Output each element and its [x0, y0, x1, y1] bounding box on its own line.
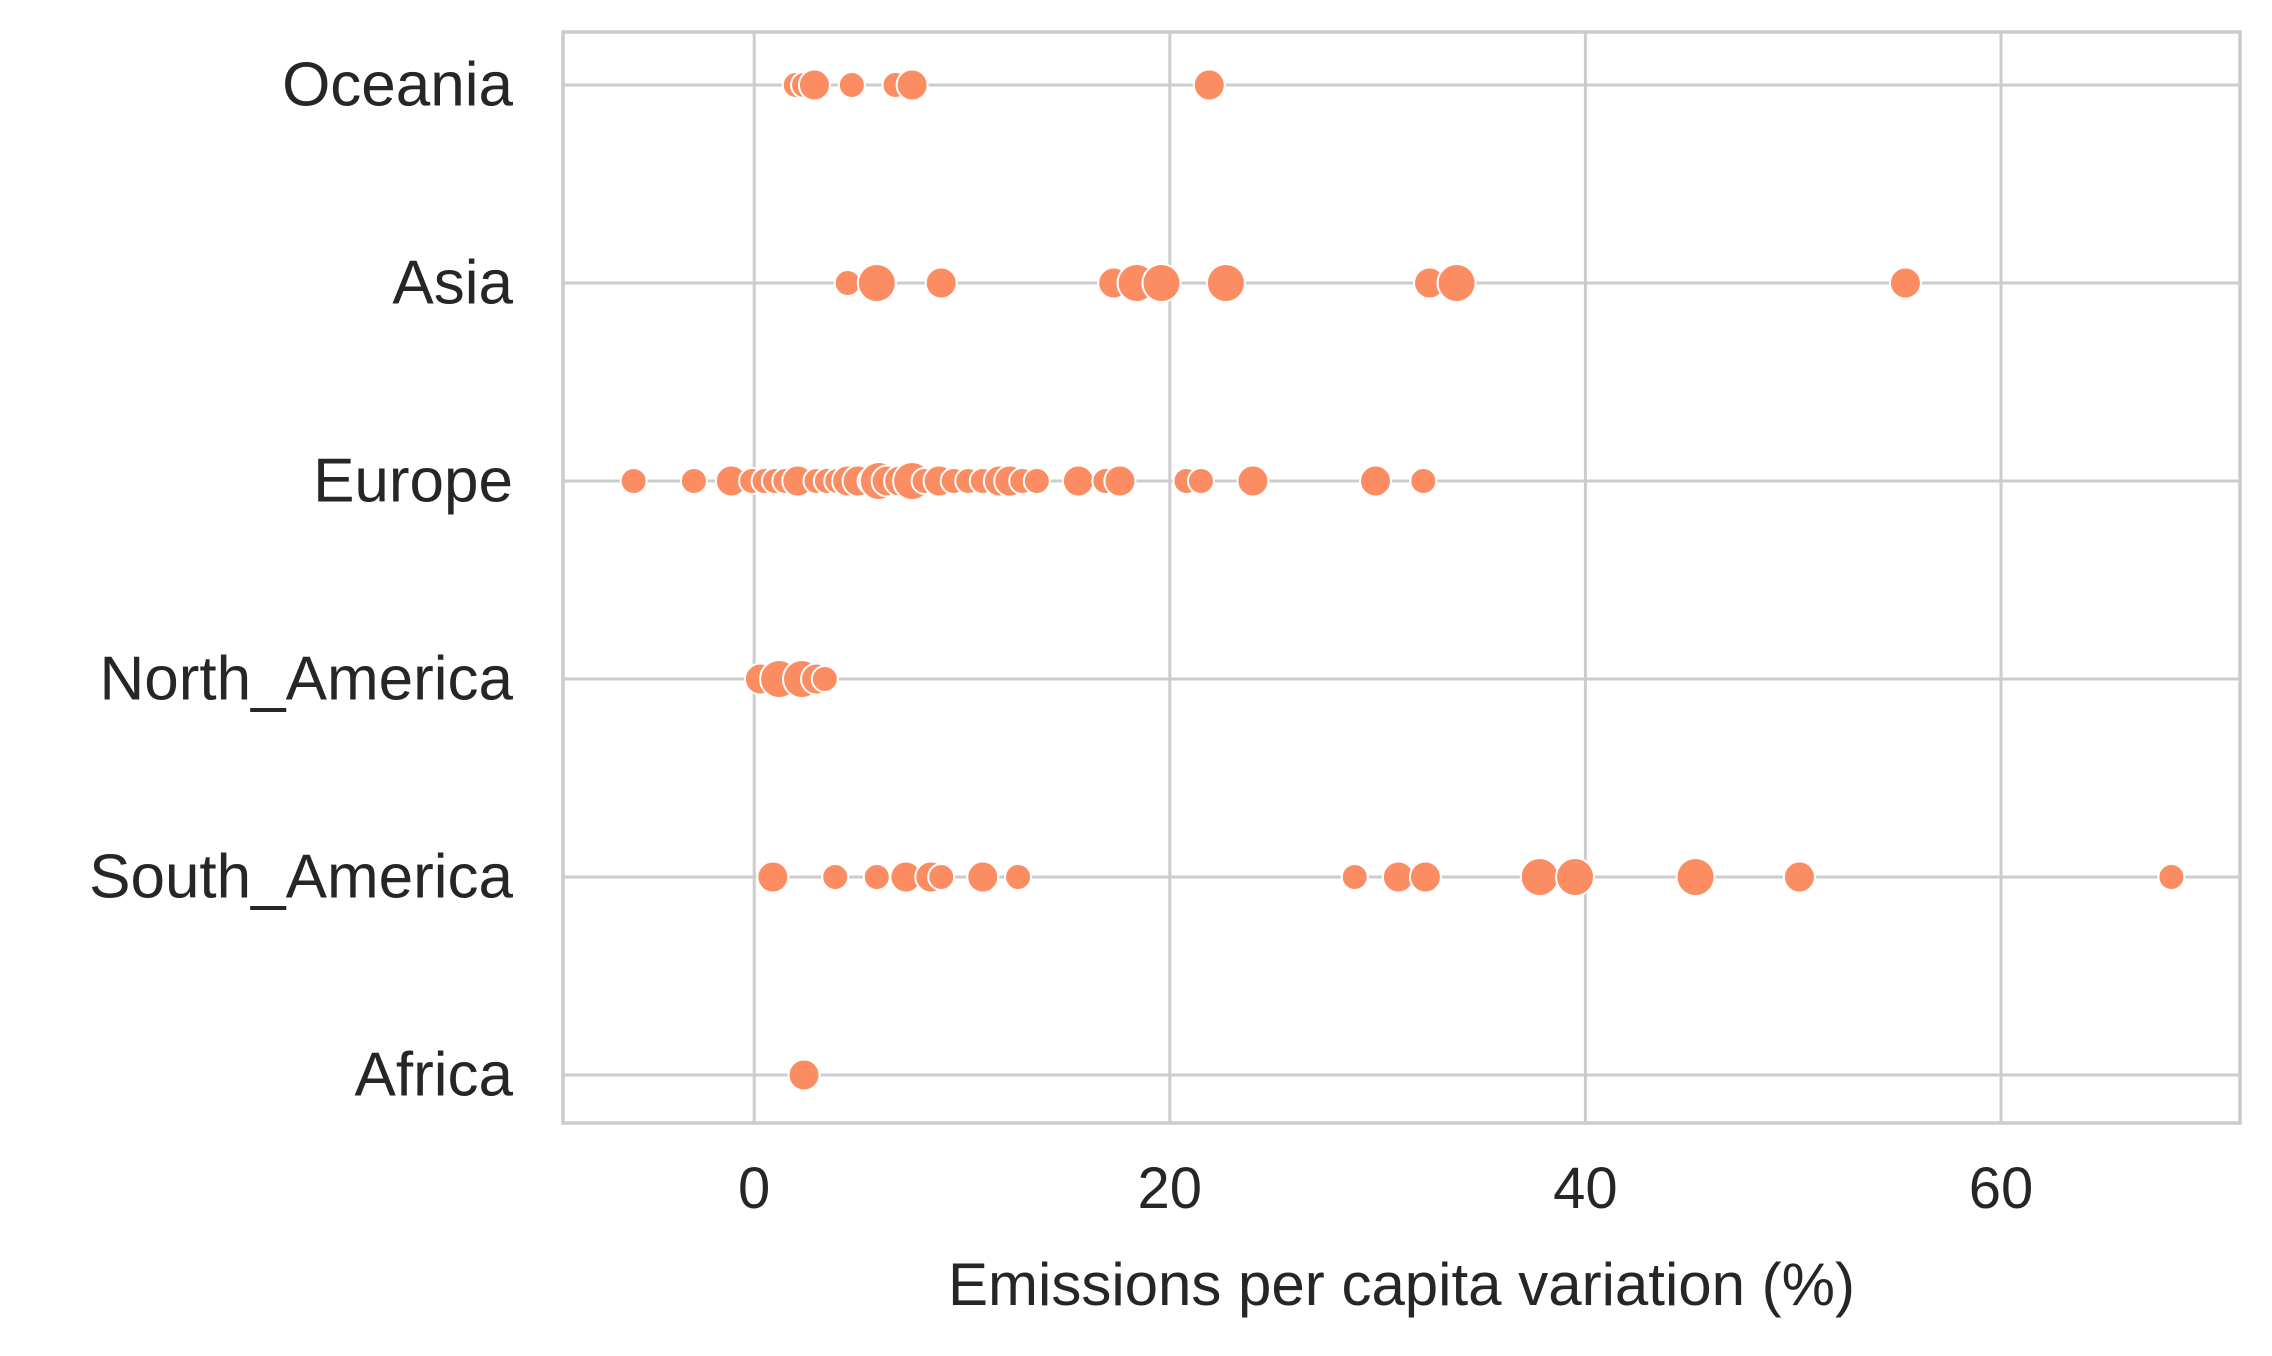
y-tick-labels: Oceania Asia Europe North_America South_Amer… [89, 51, 513, 1110]
data-point [1675, 857, 1716, 897]
series-south-america [756, 857, 2186, 897]
series-europe [619, 461, 1438, 501]
y-tick-label: North_America [100, 645, 514, 714]
data-point [1186, 467, 1215, 495]
data-point [856, 263, 897, 303]
data-points [619, 68, 2186, 1092]
data-point [924, 266, 958, 300]
data-point [2157, 863, 2186, 891]
series-oceania [781, 68, 1226, 102]
data-point [1408, 860, 1442, 894]
data-point [1782, 860, 1816, 894]
data-point [1359, 464, 1393, 498]
y-tick-label: Asia [392, 249, 513, 318]
data-point [927, 863, 956, 891]
data-point [1340, 863, 1369, 891]
data-point [679, 467, 708, 495]
data-point [810, 665, 839, 693]
plot-frame [561, 30, 2242, 1125]
data-point [837, 71, 866, 99]
data-point [862, 863, 891, 891]
data-point [756, 860, 790, 894]
data-point [1205, 263, 1246, 303]
data-point [787, 1058, 821, 1092]
data-point [1436, 263, 1477, 303]
data-point [1061, 464, 1095, 498]
x-axis-title: Emissions per capita variation (%) [948, 1251, 1855, 1318]
y-tick-label: South_America [89, 843, 513, 912]
y-tick-label: Africa [355, 1041, 514, 1110]
data-point [1022, 467, 1051, 495]
data-point [1519, 857, 1560, 897]
data-point [1192, 68, 1226, 102]
data-point [1103, 464, 1137, 498]
y-tick-label: Europe [313, 447, 513, 516]
data-point [966, 860, 1000, 894]
x-tick-labels: 0 20 40 60 [738, 1156, 2033, 1221]
data-point [1555, 857, 1596, 897]
x-tick-label: 40 [1553, 1156, 1618, 1221]
x-gridlines [752, 32, 2003, 1123]
series-asia [833, 263, 1922, 303]
y-tick-label: Oceania [282, 51, 513, 120]
data-point [821, 863, 850, 891]
data-point [1004, 863, 1033, 891]
x-tick-label: 0 [738, 1156, 770, 1221]
data-point [895, 68, 929, 102]
series-africa [787, 1058, 821, 1092]
data-point [1141, 263, 1182, 303]
x-tick-label: 60 [1969, 1156, 2034, 1221]
x-tick-label: 20 [1138, 1156, 1203, 1221]
data-point [619, 467, 648, 495]
data-point [797, 68, 831, 102]
data-point [1888, 266, 1922, 300]
data-point [1236, 464, 1270, 498]
data-point [1409, 467, 1438, 495]
series-north-america [743, 659, 839, 699]
